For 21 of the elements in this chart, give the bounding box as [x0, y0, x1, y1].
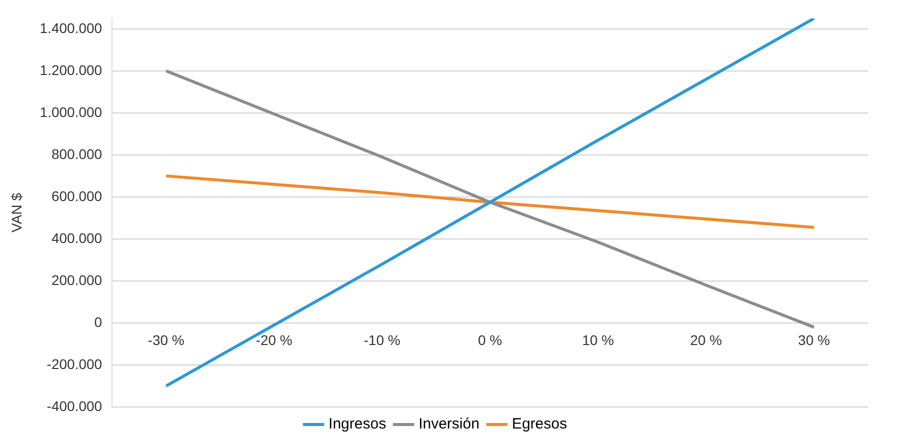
legend-label: Egresos [512, 416, 567, 433]
y-tick-label: 1.400.000 [40, 20, 102, 36]
x-tick-label: 30 % [798, 332, 830, 348]
x-tick-label: 10 % [582, 332, 614, 348]
y-tick-label: 0 [94, 314, 102, 330]
y-tick-label: 600.000 [51, 188, 102, 204]
y-axis-title: VAN $ [8, 192, 24, 232]
x-tick-label: -10 % [364, 332, 400, 348]
x-tick-label: -30 % [148, 332, 184, 348]
x-tick-label: 20 % [690, 332, 722, 348]
y-tick-label: 400.000 [51, 230, 102, 246]
y-tick-label: -200.000 [46, 356, 102, 372]
legend-label: Ingresos [328, 416, 386, 433]
y-tick-label: 200.000 [51, 272, 102, 288]
y-tick-label: 1.200.000 [40, 62, 102, 78]
y-tick-label: 800.000 [51, 146, 102, 162]
y-tick-label: -400.000 [46, 398, 102, 414]
x-tick-label: -20 % [256, 332, 292, 348]
legend-label: Inversión [418, 416, 480, 433]
y-tick-label: 1.000.000 [40, 104, 102, 120]
x-tick-label: 0 % [478, 332, 502, 348]
